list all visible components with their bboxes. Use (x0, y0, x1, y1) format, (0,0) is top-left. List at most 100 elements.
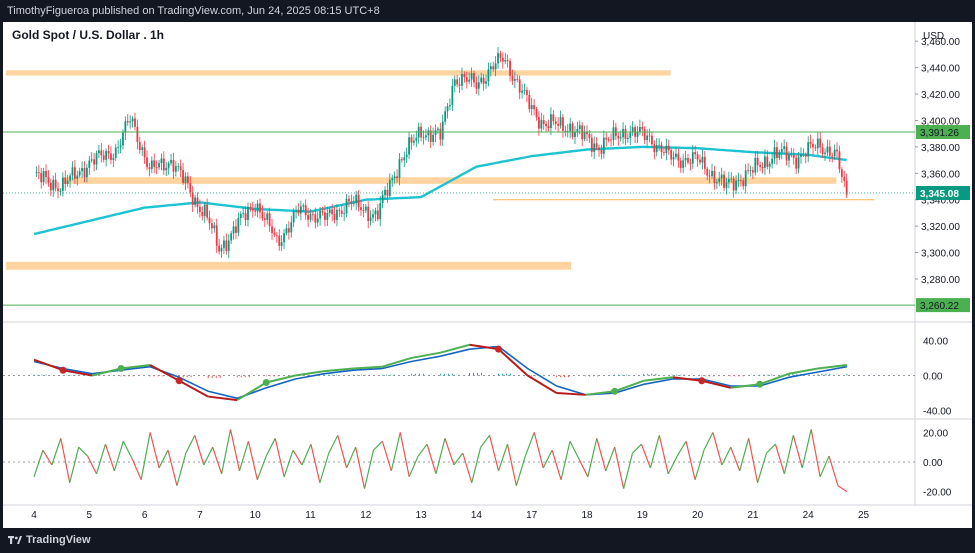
candle-body (328, 209, 331, 213)
candle-body (513, 79, 516, 81)
candle-body (102, 155, 105, 160)
macd-line-segment (236, 381, 267, 401)
candle-body (550, 114, 552, 129)
candle-body (684, 157, 687, 161)
candle-body (607, 139, 610, 141)
momentum-segment (640, 444, 651, 469)
chart-svg[interactable]: 3,391.26 3,260.22 3,280.00 3,300.00 3,320.00… (3, 22, 972, 528)
candle-body (843, 176, 846, 181)
macd-line-segment (440, 343, 470, 354)
candle-body (326, 212, 329, 220)
time-tick-label: 20 (692, 510, 704, 521)
axis-layer: 3,391.26 3,260.22 3,280.00 3,300.00 3,320.00… (31, 37, 970, 521)
tradingview-logo-icon (8, 536, 22, 544)
candle-body (372, 214, 374, 218)
candle-body (569, 123, 572, 132)
candle-body (302, 205, 305, 207)
momentum-segment (373, 440, 383, 451)
macd-line-segment (672, 376, 702, 382)
candle-body (776, 147, 778, 159)
osc-tick-label: 0.00 (923, 372, 943, 383)
candle-body (499, 53, 502, 58)
candle-body (528, 95, 531, 110)
candle-body (691, 152, 694, 164)
candle-body (708, 175, 711, 177)
candle-body (66, 180, 69, 184)
momentum-segment (533, 432, 544, 469)
candle-body (273, 232, 276, 235)
price-tick-label: 3,320.00 (921, 222, 960, 233)
candle-body (511, 75, 514, 81)
candle-body (396, 176, 398, 179)
candle-body (468, 79, 471, 82)
candle-body (578, 125, 581, 129)
momentum-segment (721, 446, 732, 466)
momentum-segment (515, 455, 526, 486)
momentum-segment (453, 452, 464, 466)
momentum-tick-label: -20.00 (923, 488, 952, 499)
last-price-box (916, 186, 970, 201)
candle-body (196, 197, 199, 207)
momentum-segment (480, 434, 491, 448)
candle-body (665, 145, 668, 154)
candle-body (518, 79, 521, 93)
time-tick-label: 7 (197, 510, 203, 521)
momentum-segment (766, 443, 776, 454)
momentum-segment (810, 429, 821, 477)
candle-body (179, 166, 182, 171)
momentum-tick-label: 0.00 (923, 458, 943, 469)
footer-brand: TradingView (26, 534, 91, 546)
candle-body (737, 180, 740, 181)
candle-body (376, 210, 379, 220)
candle-body (112, 157, 115, 160)
candle-body (451, 85, 454, 106)
candle-body (54, 179, 57, 189)
time-tick-label: 12 (360, 510, 372, 521)
candle-body (840, 169, 843, 177)
candle-body (557, 123, 560, 126)
candle-body (675, 153, 677, 158)
candle-body (655, 145, 658, 153)
candle-body (85, 167, 88, 178)
candle-body (756, 157, 759, 166)
candle-body (119, 145, 122, 148)
candle-body (93, 159, 96, 165)
macd-line-segment (643, 376, 673, 382)
candle-body (182, 170, 184, 183)
candle-body (206, 204, 209, 218)
crossover-dot (117, 364, 125, 372)
candle-body (105, 151, 108, 160)
momentum-segment (176, 452, 187, 486)
candle-body (687, 157, 689, 163)
hlines-layer (3, 131, 915, 306)
candle-body (297, 210, 300, 214)
chart-canvas[interactable]: 3,391.26 3,260.22 3,280.00 3,300.00 3,320.00… (3, 22, 972, 528)
momentum-segment (381, 441, 392, 472)
momentum-segment (712, 432, 723, 466)
candle-body (509, 60, 511, 76)
candle-body (752, 170, 754, 173)
candle-body (247, 206, 249, 220)
publisher-bar: TimothyFigueroa published on TradingView… (0, 0, 975, 22)
time-tick-label: 14 (471, 510, 483, 521)
candle-body (348, 198, 350, 202)
time-tick-label: 4 (31, 510, 37, 521)
macd-line-segment (149, 364, 180, 382)
candle-body (453, 79, 456, 86)
candle-body (530, 105, 533, 110)
candle-body (201, 211, 204, 216)
candle-body (797, 156, 800, 169)
candle-body (71, 167, 74, 176)
macd-line-segment (208, 395, 238, 402)
momentum-segment (194, 435, 205, 466)
momentum-segment (676, 440, 687, 457)
momentum-segment (42, 449, 53, 466)
momentum-segment (819, 455, 830, 478)
candle-body (718, 178, 721, 183)
momentum-segment (730, 446, 741, 472)
candle-body (638, 126, 641, 132)
candle-body (836, 149, 838, 152)
momentum-segment (828, 455, 839, 486)
momentum-segment (417, 443, 428, 457)
candle-body (223, 240, 225, 249)
